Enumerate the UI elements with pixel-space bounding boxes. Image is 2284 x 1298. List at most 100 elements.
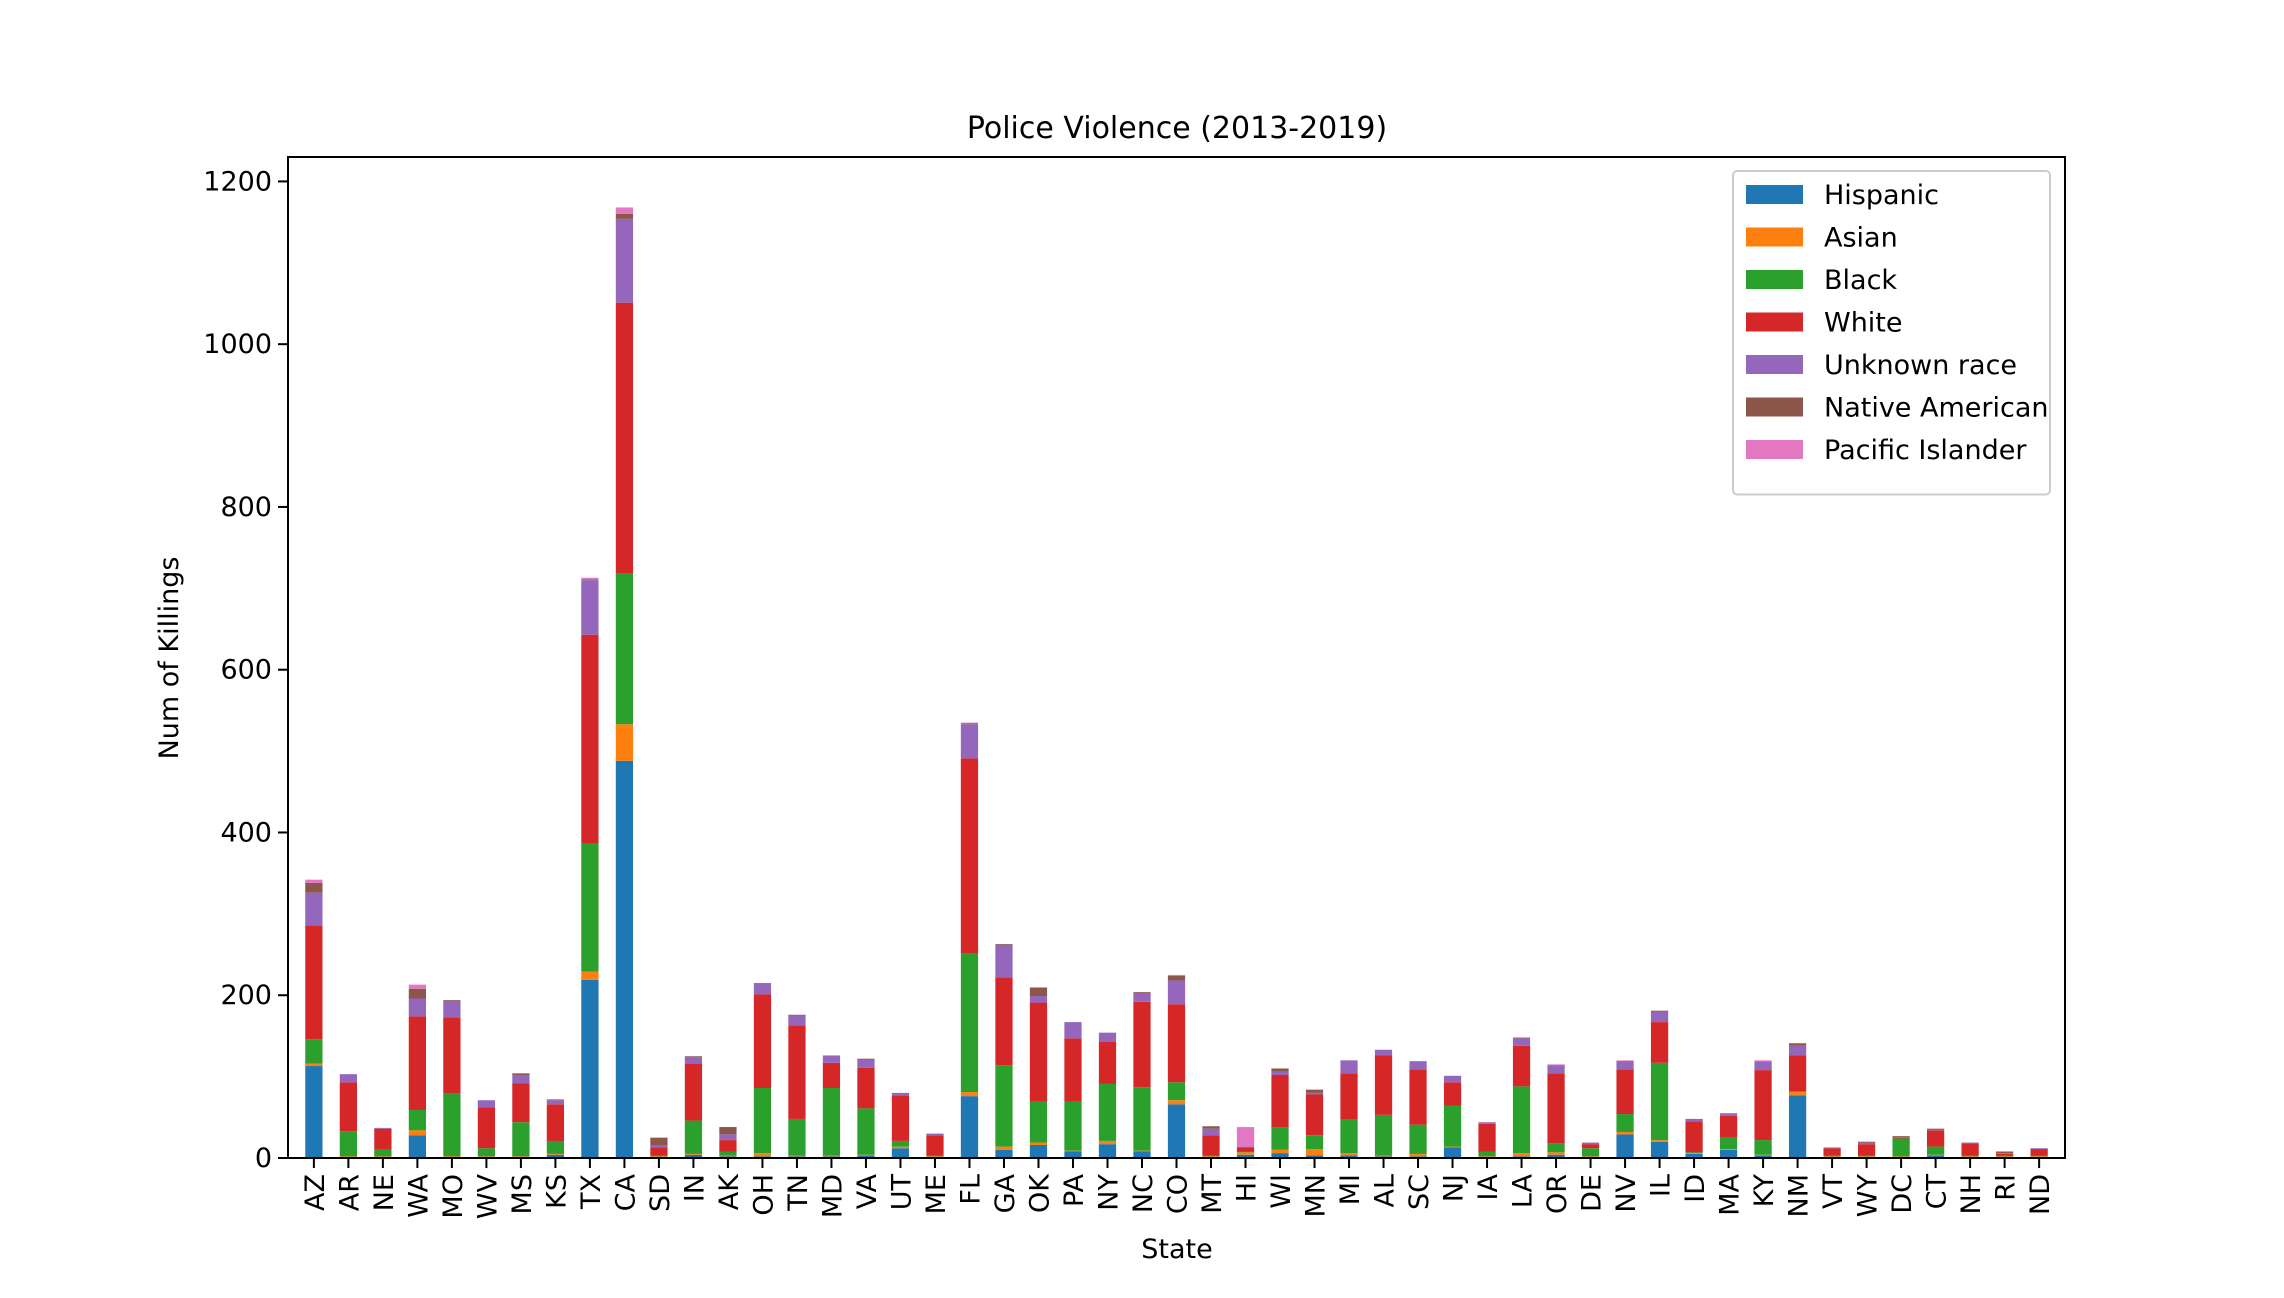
bar-segment-mo-unknown-race — [443, 1000, 461, 1018]
bar-segment-ne-asian — [374, 1156, 392, 1158]
legend-label: White — [1824, 308, 1903, 339]
bar-segment-ct-hispanic — [1926, 1155, 1945, 1158]
bar-segment-nv-asian — [1616, 1131, 1634, 1135]
bar-segment-ne-black — [374, 1149, 392, 1157]
x-tick-label: NY — [1093, 1174, 1124, 1211]
x-tick-label: SC — [1404, 1174, 1435, 1210]
bar-segment-ok-black — [1029, 1101, 1048, 1143]
bar-segment-tn-white — [788, 1025, 806, 1119]
legend-swatch — [1746, 355, 1803, 374]
bar-segment-al-white — [1374, 1055, 1393, 1115]
x-tick-label: LA — [1508, 1173, 1539, 1208]
y-tick-label: 1000 — [203, 329, 272, 360]
x-tick-label: AK — [714, 1173, 745, 1210]
x-tick-label: VA — [852, 1173, 883, 1209]
x-tick-label: WI — [1266, 1174, 1297, 1209]
bar-segment-ma-black — [1719, 1137, 1738, 1150]
x-tick-label: RI — [1991, 1174, 2022, 1201]
x-tick-label: WA — [403, 1173, 434, 1217]
bar-segment-nd-white — [2030, 1149, 2048, 1156]
bar-segment-la-asian — [1512, 1153, 1531, 1157]
bar-segment-ks-black — [546, 1141, 565, 1154]
bar-segment-ky-black — [1754, 1140, 1772, 1155]
bars-group — [305, 207, 2048, 1158]
bar-segment-ny-hispanic — [1098, 1144, 1117, 1158]
bar-segment-ri-asian — [1995, 1156, 2014, 1158]
bar-segment-ca-unknown-race — [615, 218, 634, 303]
bar-segment-co-pacific-islander — [1167, 974, 1186, 976]
bar-segment-nm-native-american — [1788, 1043, 1807, 1046]
x-tick-label: FL — [955, 1174, 986, 1205]
bar-segment-wi-unknown-race — [1271, 1071, 1289, 1075]
bar-segment-wa-asian — [408, 1130, 427, 1136]
legend-swatch — [1746, 227, 1803, 247]
bar-segment-nc-asian — [1133, 1150, 1151, 1152]
bar-segment-ga-asian — [995, 1146, 1013, 1150]
bar-segment-wi-black — [1271, 1127, 1289, 1150]
bar-segment-ne-white — [374, 1128, 392, 1150]
bar-segment-nj-asian — [1443, 1146, 1462, 1148]
bar-segment-ak-black — [719, 1151, 737, 1156]
x-tick-label: MT — [1197, 1174, 1228, 1214]
x-tick-label: DE — [1577, 1174, 1608, 1212]
bar-segment-ak-native-american — [719, 1127, 737, 1135]
bar-segment-or-pacific-islander — [1547, 1064, 1565, 1066]
chart-title: Police Violence (2013-2019) — [967, 111, 1387, 146]
bar-segment-id-unknown-race — [1685, 1119, 1703, 1122]
x-tick-label: KS — [541, 1174, 572, 1209]
bar-segment-oh-unknown-race — [753, 983, 772, 995]
bar-segment-oh-white — [753, 994, 772, 1089]
bar-segment-pa-asian — [1064, 1150, 1082, 1152]
bar-segment-nc-white — [1133, 1001, 1151, 1088]
bar-segment-al-black — [1374, 1114, 1393, 1156]
bar-segment-ma-unknown-race — [1719, 1113, 1738, 1116]
bar-segment-wi-asian — [1271, 1149, 1289, 1154]
bar-segment-ok-hispanic — [1029, 1144, 1048, 1158]
bar-segment-hi-pacific-islander — [1236, 1127, 1255, 1147]
bar-segment-wi-white — [1271, 1074, 1289, 1128]
y-axis: 0 200 400 600 800 1000 1200 — [203, 166, 288, 1174]
x-tick-label: IL — [1646, 1174, 1677, 1197]
bar-segment-ms-white — [512, 1083, 530, 1123]
bar-segment-ny-black — [1098, 1083, 1117, 1141]
bar-segment-mn-hispanic — [1305, 1155, 1324, 1158]
bar-segment-ut-black — [891, 1140, 910, 1147]
bar-segment-va-native-american — [857, 1058, 875, 1060]
x-tick-label: AL — [1370, 1174, 1401, 1208]
bar-segment-mo-black — [443, 1093, 461, 1157]
bar-segment-ak-unknown-race — [719, 1134, 737, 1141]
bar-segment-md-white — [822, 1062, 841, 1089]
x-axis: AZ AR NE WA MO WV MS KS TX CA SD IN AK OH TN MD VA UT ME FL… — [300, 1158, 2056, 1219]
bar-segment-pa-white — [1064, 1038, 1082, 1102]
legend-label: Black — [1824, 265, 1897, 296]
x-tick-label: NC — [1128, 1174, 1159, 1213]
bar-segment-dc-white — [1892, 1137, 1910, 1139]
x-tick-label: DC — [1887, 1174, 1918, 1214]
bar-segment-id-asian — [1685, 1153, 1703, 1154]
bar-segment-ca-white — [615, 302, 634, 574]
bar-segment-or-unknown-race — [1547, 1066, 1565, 1074]
bar-segment-ia-unknown-race — [1478, 1122, 1496, 1124]
bar-segment-tx-unknown-race — [581, 580, 599, 635]
bar-segment-nm-black — [1788, 1091, 1807, 1093]
x-tick-label: PA — [1059, 1173, 1090, 1207]
bar-segment-wa-hispanic — [408, 1135, 427, 1158]
bar-segment-ok-asian — [1029, 1142, 1048, 1145]
bar-segment-in-native-american — [684, 1056, 703, 1058]
bar-segment-me-white — [926, 1135, 944, 1156]
bar-segment-tx-native-american — [581, 579, 599, 581]
bar-segment-hi-black — [1236, 1151, 1255, 1153]
y-tick-label: 400 — [220, 817, 272, 848]
bar-segment-nv-unknown-race — [1616, 1061, 1634, 1070]
x-tick-label: SD — [645, 1174, 676, 1212]
bar-segment-tn-native-american — [788, 1014, 806, 1016]
bar-segment-ar-black — [339, 1131, 358, 1157]
bar-segment-ms-black — [512, 1122, 530, 1157]
bar-segment-pa-black — [1064, 1101, 1082, 1151]
legend-box — [1732, 170, 2051, 496]
legend-swatch — [1746, 270, 1803, 289]
bar-segment-ne-unknown-race — [374, 1127, 392, 1129]
x-tick-label: MO — [438, 1174, 469, 1219]
x-tick-label: IA — [1473, 1173, 1504, 1200]
bar-segment-ar-white — [339, 1082, 358, 1132]
